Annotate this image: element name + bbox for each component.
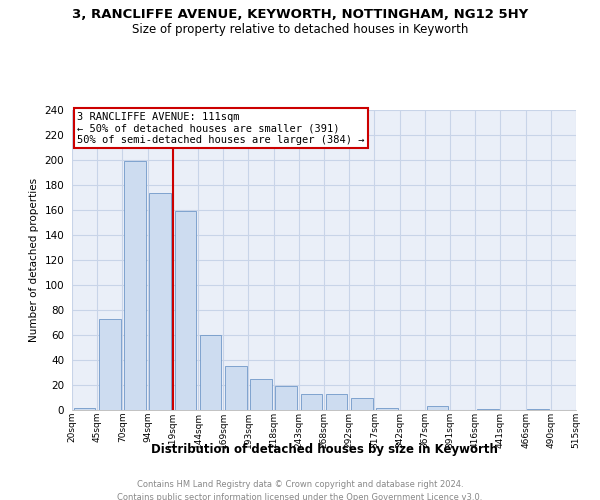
Bar	[427, 406, 448, 410]
Bar	[225, 366, 247, 410]
Bar	[527, 409, 549, 410]
Bar	[351, 398, 373, 410]
Bar	[149, 192, 171, 410]
Bar	[250, 379, 272, 410]
Bar	[99, 319, 121, 410]
Bar	[200, 335, 221, 410]
Bar	[477, 409, 499, 410]
Text: 3, RANCLIFFE AVENUE, KEYWORTH, NOTTINGHAM, NG12 5HY: 3, RANCLIFFE AVENUE, KEYWORTH, NOTTINGHA…	[72, 8, 528, 20]
Bar	[74, 408, 95, 410]
Text: Contains HM Land Registry data © Crown copyright and database right 2024.
Contai: Contains HM Land Registry data © Crown c…	[118, 480, 482, 500]
Text: Size of property relative to detached houses in Keyworth: Size of property relative to detached ho…	[132, 22, 468, 36]
Bar	[326, 394, 347, 410]
Text: Distribution of detached houses by size in Keyworth: Distribution of detached houses by size …	[151, 442, 497, 456]
Bar	[275, 386, 297, 410]
Bar	[376, 408, 398, 410]
Text: 3 RANCLIFFE AVENUE: 111sqm
← 50% of detached houses are smaller (391)
50% of sem: 3 RANCLIFFE AVENUE: 111sqm ← 50% of deta…	[77, 112, 365, 144]
Bar	[175, 211, 196, 410]
Bar	[301, 394, 322, 410]
Y-axis label: Number of detached properties: Number of detached properties	[29, 178, 39, 342]
Bar	[124, 161, 146, 410]
